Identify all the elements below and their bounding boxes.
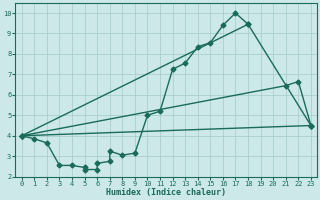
X-axis label: Humidex (Indice chaleur): Humidex (Indice chaleur): [106, 188, 226, 197]
